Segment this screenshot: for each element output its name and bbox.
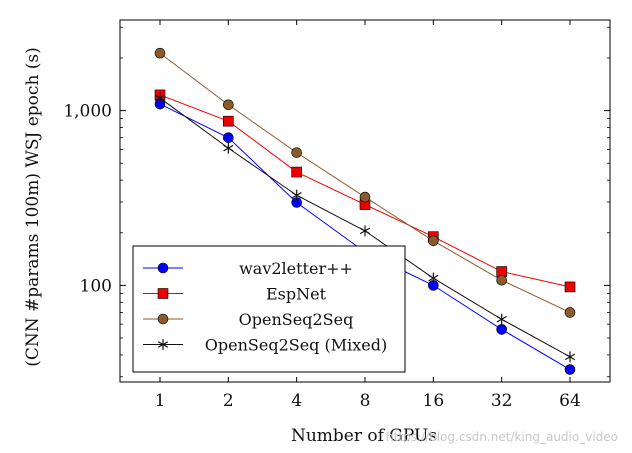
- x-tick-label: 2: [223, 391, 234, 411]
- data-point-openseq2seq-mixed-stroke: [359, 227, 371, 235]
- data-point-openseq2seq: [154, 47, 166, 59]
- legend-marker-openseq2seq: [157, 313, 169, 325]
- data-point-openseq2seq-mixed: [291, 189, 302, 201]
- x-axis-label: Number of GPUs: [291, 426, 437, 446]
- y-tick-label: 1,000: [63, 102, 112, 122]
- data-point-openseq2seq: [359, 191, 371, 203]
- data-point-openseq2seq-mixed: [154, 92, 166, 104]
- legend-box: [132, 245, 406, 373]
- legend-marker-openseq2seq-mixed-stroke: [157, 341, 169, 348]
- data-point-espnet: [564, 281, 576, 293]
- x-tick-label: 1: [155, 391, 166, 411]
- data-point-openseq2seq: [564, 307, 576, 318]
- legend: wav2letter++ EspNet OpenSeq2Seq OpenSeq2Seq…: [132, 245, 406, 373]
- watermark-text: https://blog.csdn.net/king_audio_video: [386, 430, 618, 444]
- x-tick-label: 16: [423, 391, 445, 411]
- data-point-openseq2seq: [291, 147, 302, 158]
- legend-label-espnet: EspNet: [266, 285, 327, 304]
- data-point-espnet: [223, 115, 234, 127]
- data-point-openseq2seq-mixed-stroke: [428, 274, 439, 282]
- data-point-wav2letter: [223, 132, 234, 143]
- data-point-openseq2seq-mixed-stroke: [223, 144, 234, 152]
- data-point-openseq2seq-mixed-stroke: [496, 315, 507, 323]
- legend-marker-openseq2seq-mixed: [157, 339, 169, 350]
- data-point-openseq2seq-mixed-stroke: [564, 353, 576, 361]
- data-point-wav2letter: [496, 324, 507, 335]
- x-tick-label: 64: [559, 391, 581, 411]
- legend-label-wav2letter: wav2letter++: [239, 259, 353, 278]
- data-point-openseq2seq-mixed: [428, 272, 439, 284]
- y-tick-label: 100: [80, 276, 112, 296]
- x-tick-label: 4: [291, 391, 302, 411]
- data-point-openseq2seq-mixed: [359, 225, 371, 237]
- x-tick-label: 32: [491, 391, 513, 411]
- data-point-openseq2seq: [428, 235, 439, 247]
- axes: 1 2 4 8 16 32 64 100 1,000: [63, 19, 611, 411]
- legend-marker-espnet: [157, 288, 169, 299]
- legend-marker-wav2letter: [157, 262, 169, 274]
- data-point-wav2letter: [564, 364, 576, 375]
- data-point-espnet: [291, 166, 302, 178]
- data-point-openseq2seq: [496, 274, 507, 286]
- x-tick-label: 8: [360, 391, 371, 411]
- data-point-openseq2seq: [223, 99, 234, 111]
- data-point-openseq2seq-mixed-stroke: [291, 191, 302, 199]
- y-axis-label: (CNN #params 100m) WSJ epoch (s): [23, 47, 43, 367]
- legend-label-openseq2seq: OpenSeq2Seq: [239, 310, 354, 329]
- data-point-openseq2seq-mixed: [564, 351, 576, 363]
- data-point-openseq2seq-mixed: [223, 142, 234, 154]
- legend-label-openseq2seq-mixed: OpenSeq2Seq (Mixed): [205, 336, 387, 355]
- data-point-openseq2seq-mixed-stroke: [154, 94, 166, 102]
- data-point-openseq2seq-mixed: [496, 313, 507, 325]
